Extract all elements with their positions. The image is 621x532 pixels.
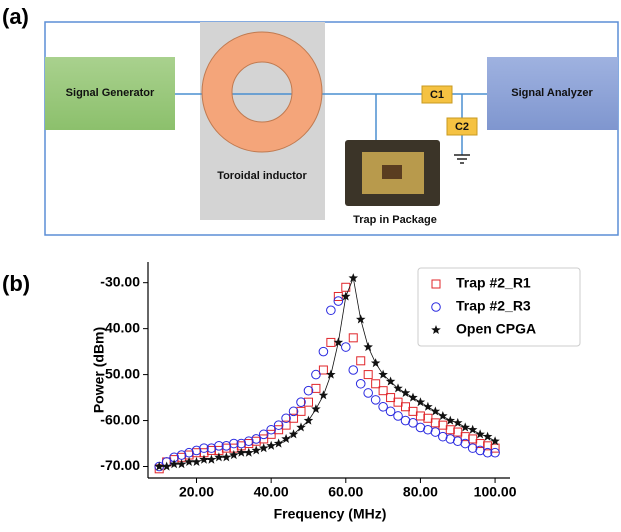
marker-circle — [312, 370, 321, 379]
marker-star — [408, 393, 418, 402]
marker-square — [379, 387, 387, 395]
marker-circle — [349, 366, 358, 375]
marker-star — [363, 342, 373, 351]
y-tick-label: -40.00 — [100, 319, 140, 335]
marker-square — [409, 407, 417, 415]
marker-star — [423, 402, 433, 411]
marker-square — [439, 421, 447, 429]
node-label: Signal Analyzer — [511, 87, 593, 99]
legend-label: Open CPGA — [456, 321, 536, 337]
plot: -70.00 -60.00 -50.00 -40.00 -30.00 20.00 40.00… — [100, 262, 580, 500]
y-tick-label: -30.00 — [100, 273, 140, 289]
marker-square — [431, 419, 439, 427]
x-tick-label: 60.00 — [328, 484, 363, 500]
marker-circle — [327, 306, 336, 315]
node-label: C1 — [430, 89, 444, 101]
marker-star — [416, 397, 426, 406]
ground — [454, 155, 470, 163]
marker-circle — [364, 389, 373, 398]
figure: (a) Signal Generator Toroidal inductor T… — [0, 0, 621, 527]
marker-circle — [356, 379, 365, 388]
legend-label: Trap #2_R1 — [456, 275, 531, 291]
y-tick-label: -70.00 — [100, 457, 140, 473]
marker-square — [416, 412, 424, 420]
marker-square — [364, 371, 372, 379]
marker-square — [469, 435, 477, 443]
node-label: Toroidal inductor — [217, 170, 307, 182]
marker-star — [349, 273, 359, 282]
marker-square — [387, 394, 395, 402]
marker-square — [327, 338, 335, 346]
marker-circle — [334, 297, 343, 306]
marker-star — [356, 314, 366, 323]
marker-star — [371, 358, 381, 367]
marker-star — [281, 434, 291, 443]
trap-die — [382, 165, 402, 179]
x-tick-label: 100.00 — [474, 484, 517, 500]
marker-star — [393, 383, 403, 392]
marker-square — [402, 403, 410, 411]
marker-square — [394, 398, 402, 406]
marker-square — [446, 426, 454, 434]
x-axis-label: Frequency (MHz) — [274, 506, 387, 522]
marker-square — [319, 366, 327, 374]
legend-label: Trap #2_R3 — [456, 298, 531, 314]
marker-square — [349, 334, 357, 342]
y-tick-label: -60.00 — [100, 411, 140, 427]
marker-square — [372, 380, 380, 388]
y-tick-label: -50.00 — [100, 365, 140, 381]
marker-square — [454, 428, 462, 436]
node-label: Signal Generator — [66, 87, 155, 99]
node-label: Trap in Package — [353, 214, 437, 226]
panel-label: (a) — [2, 4, 29, 29]
panel-label: (b) — [2, 271, 30, 296]
marker-square — [357, 357, 365, 365]
x-tick-label: 80.00 — [403, 484, 438, 500]
marker-circle — [341, 343, 350, 352]
node-label: C2 — [455, 121, 469, 133]
marker-circle — [371, 396, 380, 405]
marker-circle — [319, 347, 328, 356]
x-tick-label: 40.00 — [254, 484, 289, 500]
x-tick-label: 20.00 — [179, 484, 214, 500]
marker-square — [424, 414, 432, 422]
marker-star — [401, 388, 411, 397]
marker-star — [274, 439, 284, 448]
